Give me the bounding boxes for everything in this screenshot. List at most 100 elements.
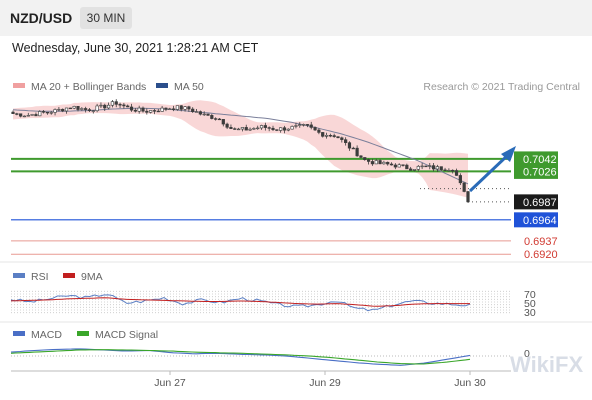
candle-body (183, 106, 187, 110)
candle-body (61, 108, 65, 112)
level-tag-text-0: 0.7042 (523, 154, 557, 166)
x-tick-label-jun27: Jun 27 (154, 377, 186, 389)
legend-label-macd: MACD (31, 329, 62, 341)
candle-body (366, 159, 371, 162)
candle-body (152, 110, 157, 112)
candle-body (431, 165, 436, 170)
candle-body (340, 137, 344, 140)
level-tag-text-2: 0.6987 (523, 197, 557, 209)
candle-body (458, 175, 462, 184)
candle-body (374, 160, 378, 165)
candle-body (305, 124, 310, 126)
rsi-series-RSI (10, 294, 471, 312)
rsi-tick-30: 30 (524, 307, 536, 319)
level-tag-text-3: 0.6964 (523, 215, 557, 227)
candle-body (64, 107, 69, 112)
level-tag-3 (514, 212, 558, 228)
candle-body (454, 170, 459, 176)
candle-body (435, 166, 440, 170)
candle-body (202, 113, 206, 116)
candle-body (378, 160, 382, 165)
candle-body (256, 127, 260, 130)
candle-body (347, 142, 352, 149)
forecast-arrow-shaft (468, 153, 510, 193)
candle-body (259, 125, 264, 129)
candle-body (214, 118, 218, 120)
candle-body (424, 165, 428, 168)
candle-body (389, 163, 394, 166)
candle-body (332, 135, 336, 137)
candle-body (351, 147, 355, 150)
level-tag-text-1: 0.7026 (523, 166, 557, 178)
legend-swatch-macd-signal (77, 331, 89, 336)
candle-body (179, 105, 183, 110)
candle-body (386, 161, 390, 165)
level-label-4: 0.6937 (524, 236, 558, 248)
candle-body (294, 125, 298, 127)
candle-body (324, 135, 329, 137)
candle-body (298, 124, 302, 126)
level-tag-2 (514, 194, 558, 210)
candle-body (72, 106, 76, 109)
candle-body (393, 164, 397, 168)
level-label-5: 0.6920 (524, 249, 558, 261)
candle-body (221, 119, 225, 125)
candle-body (370, 161, 375, 165)
candle-body (240, 127, 245, 130)
candle-body (191, 108, 195, 112)
timeframe-button[interactable]: 30 MIN (80, 7, 132, 29)
candle-body (41, 111, 46, 113)
candle-body (321, 132, 325, 137)
legend-swatch-9ma (63, 273, 75, 278)
candle-body (22, 115, 27, 118)
candle-body (114, 101, 118, 105)
rsi-tick-50: 50 (524, 298, 536, 310)
candle-body (133, 109, 137, 112)
rsi-lines (10, 294, 471, 312)
x-tick-label-jun30: Jun 30 (454, 377, 486, 389)
candle-body (210, 115, 214, 119)
candle-body (45, 111, 50, 114)
candle-body (175, 105, 180, 110)
candle-body (156, 110, 160, 113)
candle-body (252, 127, 256, 130)
candle-body (275, 129, 279, 131)
candle-body (84, 108, 88, 110)
legend-label-bollinger: MA 20 + Bollinger Bands (31, 81, 146, 93)
rsi-tick-70: 70 (524, 289, 536, 301)
legend-swatch-macd (13, 331, 25, 336)
candle-body (462, 182, 466, 192)
candle-body (122, 104, 126, 107)
candle-body (34, 114, 38, 117)
candle-body (397, 164, 401, 168)
forecast-arrow (468, 146, 516, 193)
candle-body (313, 127, 317, 131)
legend-label-rsi: RSI (31, 271, 49, 283)
candle-body (126, 105, 130, 108)
candle-body (451, 169, 455, 172)
candle-body (248, 128, 252, 131)
candle-body (301, 124, 306, 126)
macd-tick-0: 0 (524, 348, 530, 360)
candle-body (38, 111, 42, 117)
candle-body (68, 107, 72, 110)
candle-body (290, 126, 294, 130)
candle-body (110, 101, 115, 106)
candle-body (168, 108, 172, 110)
candle-body (171, 108, 176, 110)
candle-body (49, 112, 53, 114)
candle-body (91, 110, 95, 112)
candle-body (279, 127, 283, 131)
candle-body (103, 104, 107, 109)
candle-body (57, 108, 61, 111)
x-tick-label-jun29: Jun 29 (309, 377, 341, 389)
candle-body (309, 124, 313, 128)
candle-body (198, 111, 202, 115)
candle-body (328, 135, 332, 137)
candle-body (145, 110, 149, 113)
candle-body (99, 104, 103, 107)
candle-body (95, 105, 99, 112)
candle-body (416, 166, 420, 170)
